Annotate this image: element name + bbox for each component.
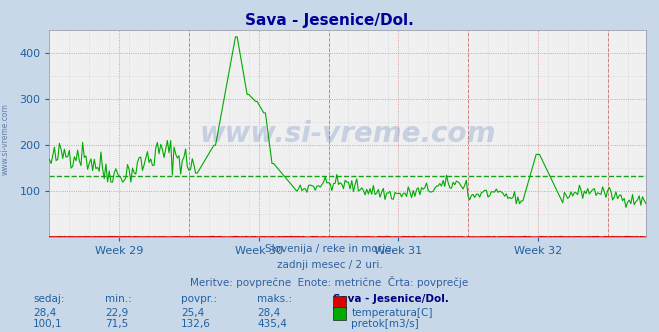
Text: maks.:: maks.: [257,294,292,304]
Text: pretok[m3/s]: pretok[m3/s] [351,319,419,329]
Text: 71,5: 71,5 [105,319,129,329]
Text: zadnji mesec / 2 uri.: zadnji mesec / 2 uri. [277,260,382,270]
Text: www.si-vreme.com: www.si-vreme.com [1,104,10,175]
Text: 132,6: 132,6 [181,319,211,329]
Text: Sava - Jesenice/Dol.: Sava - Jesenice/Dol. [333,294,449,304]
Text: 100,1: 100,1 [33,319,63,329]
Text: 25,4: 25,4 [181,308,204,318]
Text: temperatura[C]: temperatura[C] [351,308,433,318]
Text: 28,4: 28,4 [257,308,280,318]
Text: 22,9: 22,9 [105,308,129,318]
Text: Sava - Jesenice/Dol.: Sava - Jesenice/Dol. [245,13,414,28]
Text: Slovenija / reke in morje.: Slovenija / reke in morje. [264,244,395,254]
Text: Meritve: povprečne  Enote: metrične  Črta: povprečje: Meritve: povprečne Enote: metrične Črta:… [190,276,469,288]
Text: www.si-vreme.com: www.si-vreme.com [200,120,496,148]
Text: 435,4: 435,4 [257,319,287,329]
Text: sedaj:: sedaj: [33,294,65,304]
Text: min.:: min.: [105,294,132,304]
Text: 28,4: 28,4 [33,308,56,318]
Text: povpr.:: povpr.: [181,294,217,304]
